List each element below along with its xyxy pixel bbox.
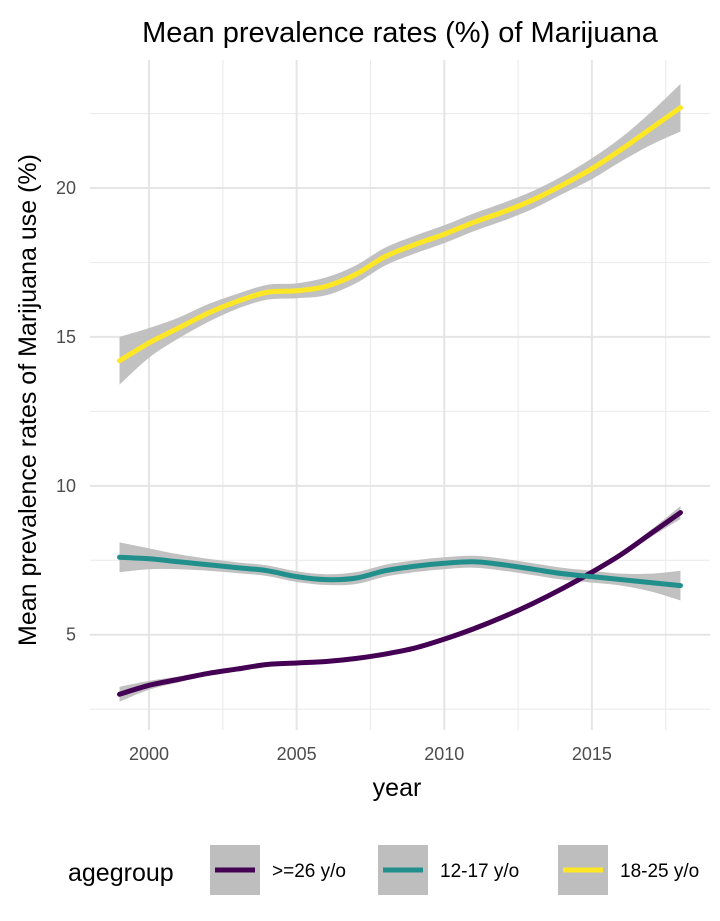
y-axis-ticks: 5 10 15 20 (56, 178, 76, 645)
chart-title: Mean prevalence rates (%) of Marijuana (142, 17, 659, 49)
y-axis-title: Mean prevalence rates of Marijuana use (… (14, 154, 42, 646)
series-lines (117, 105, 683, 697)
grid (90, 60, 710, 730)
legend-label: 12-17 y/o (440, 861, 519, 882)
x-tick-label: 2015 (572, 744, 612, 764)
legend-label: 18-25 y/o (620, 861, 699, 882)
x-axis-title: year (373, 774, 422, 802)
legend: agegroup >=26 y/o 12-17 y/o 18-25 y/o (68, 845, 699, 895)
ci-ribbon-2 (119, 542, 681, 601)
series-line-3 (117, 105, 683, 364)
series-line-1 (117, 510, 683, 697)
confidence-ribbons (119, 83, 681, 702)
x-axis-ticks: 2000 2005 2010 2015 (129, 744, 612, 764)
y-tick-label: 15 (56, 327, 76, 347)
series-line-2 (117, 554, 683, 589)
ci-ribbon-3 (119, 83, 681, 385)
legend-label: >=26 y/o (272, 861, 346, 882)
legend-title: agegroup (68, 859, 174, 887)
y-tick-label: 20 (56, 178, 76, 198)
y-tick-label: 10 (56, 476, 76, 496)
x-tick-label: 2005 (277, 744, 317, 764)
y-tick-label: 5 (66, 625, 76, 645)
x-tick-label: 2000 (129, 744, 169, 764)
x-tick-label: 2010 (424, 744, 464, 764)
